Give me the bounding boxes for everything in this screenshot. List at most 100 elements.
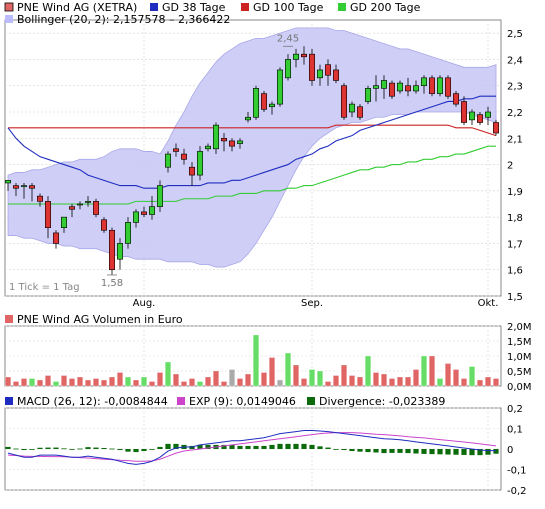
divergence-bar (477, 449, 483, 456)
divergence-bar (29, 449, 35, 450)
volume-bar (173, 373, 179, 387)
candle-body (197, 151, 204, 176)
x-tick-label: Sep. (301, 298, 323, 309)
volume-bar (237, 378, 243, 387)
volume-bar (373, 372, 379, 387)
volume-bar (277, 379, 283, 387)
divergence-bar (365, 449, 371, 453)
candle-body (109, 229, 116, 271)
divergence-bar (85, 447, 91, 449)
candle-body (149, 206, 156, 215)
legend-gd200-label: GD 200 Tage (350, 1, 421, 14)
volume-bars (5, 334, 499, 387)
volume-bar (389, 378, 395, 387)
candle-body (340, 85, 347, 118)
candle-body (36, 195, 43, 202)
candle-body (292, 53, 299, 60)
candle-body (245, 116, 252, 121)
price-tick-label: 1,6 (507, 266, 523, 277)
macd-line (7, 430, 496, 465)
candle-body (44, 201, 51, 228)
legend-bollinger-label: Bollinger (20, 2): 2,157578 – 2,366422 (17, 13, 230, 26)
divergence-bar (349, 449, 355, 452)
candle-body (468, 111, 475, 121)
divergence-bar (77, 448, 83, 450)
candle-body (85, 201, 92, 203)
volume-bar (397, 376, 403, 387)
legend-swatch-gd38 (150, 3, 158, 11)
volume-bar (413, 369, 419, 387)
volume-bar (165, 361, 171, 387)
candle-body (165, 153, 172, 168)
divergence-bar (277, 443, 283, 449)
candle-body (324, 64, 331, 76)
volume-bar (37, 379, 43, 387)
price-tick-label: 2 (507, 161, 513, 172)
divergence-bar (101, 447, 107, 449)
volume-bar (317, 370, 323, 387)
macd-tick-label: 0 (507, 445, 513, 456)
candle-body (253, 88, 260, 118)
divergence-bar (149, 449, 155, 450)
price-tick-label: 2,1 (507, 134, 523, 145)
divergence-bar (261, 445, 267, 449)
volume-bar (133, 379, 139, 387)
candle-body (117, 243, 124, 260)
candle-body (412, 85, 419, 92)
volume-bar (221, 381, 227, 387)
legend-gd38-label: GD 38 Tage (162, 1, 226, 14)
volume-tick-label: 1,5M (507, 337, 532, 348)
volume-bar (485, 376, 491, 387)
macd-tick-label: 0,1 (507, 425, 523, 436)
volume-bar (61, 375, 67, 387)
candle-body (189, 166, 196, 176)
volume-bar (405, 376, 411, 387)
volume-bar (189, 378, 195, 387)
volume-tick-label: 2,0M (507, 322, 532, 333)
legend-price-label: PNE Wind AG (XETRA) (17, 1, 137, 14)
volume-bar (77, 376, 83, 387)
volume-bar (181, 381, 187, 387)
price-tick-label: 2,2 (507, 108, 523, 119)
candle-body (60, 216, 67, 228)
volume-bar (109, 376, 115, 387)
volume-bar (301, 378, 307, 387)
divergence-bar (45, 447, 51, 449)
legend-swatch-gd100 (241, 3, 249, 11)
candle-body (396, 82, 403, 92)
divergence-bar (445, 449, 451, 455)
divergence-bar (413, 449, 419, 454)
divergence-bar (453, 449, 459, 455)
divergence-bar (189, 445, 195, 449)
candle-body (173, 148, 180, 152)
divergence-bar (173, 443, 179, 449)
volume-bar (245, 373, 251, 387)
legend-swatch-macd (5, 397, 13, 405)
candle-body (28, 185, 35, 189)
moving-averages (7, 95, 497, 205)
legend-swatch-gd200 (338, 3, 346, 11)
candle-body (420, 77, 427, 87)
candle-body (133, 211, 140, 223)
divergence-bar (245, 445, 251, 449)
divergence-bar (37, 447, 43, 449)
exp-line (7, 432, 497, 462)
candle-body (260, 93, 267, 110)
volume-bar (13, 381, 19, 387)
price-tick-label: 1,5 (507, 292, 523, 303)
divergence-bar (13, 448, 19, 450)
volume-tick-label: 0,0M (507, 382, 532, 393)
volume-bar (117, 372, 123, 387)
divergence-bar (493, 449, 499, 454)
volume-bar (29, 378, 35, 387)
divergence-bar (157, 446, 163, 449)
divergence-bar (117, 449, 123, 451)
candle-body (157, 185, 164, 207)
volume-bar (149, 381, 155, 387)
candle-body (237, 140, 244, 144)
price-tick-label: 2,4 (507, 55, 523, 66)
legend-divergence-label: Divergence: -0,023389 (319, 395, 445, 408)
volume-bar (357, 376, 363, 387)
legend-gd100-label: GD 100 Tage (253, 1, 324, 14)
candle-body (436, 77, 443, 94)
